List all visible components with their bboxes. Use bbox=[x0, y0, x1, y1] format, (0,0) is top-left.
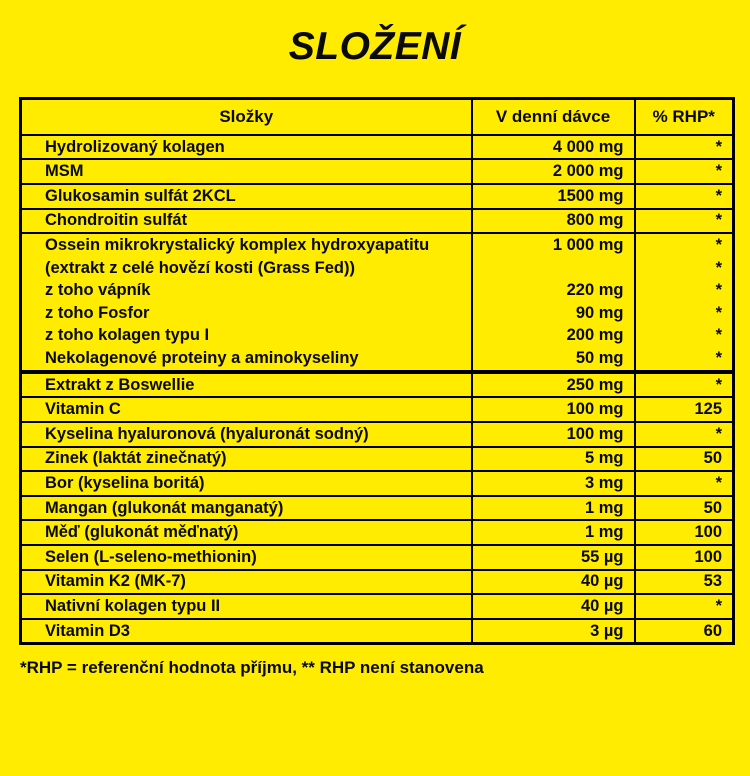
dose-cell: 1 000 mg bbox=[470, 232, 636, 257]
dose-cell: 220 mg bbox=[470, 279, 636, 303]
table-row: Mangan (glukonát manganatý) 1 mg 50 bbox=[19, 494, 735, 522]
rhp-cell: * bbox=[633, 279, 735, 303]
rhp-cell: * bbox=[633, 370, 735, 399]
table-row: Zinek (laktát zinečnatý) 5 mg 50 bbox=[19, 445, 735, 473]
ingredient-name-cell: z toho Fosfor bbox=[19, 302, 473, 325]
ingredients-table-body: Hydrolizovaný kolagen 4 000 mg * MSM 2 000 m… bbox=[19, 133, 735, 645]
table-group-line: z toho vápník 220 mg * bbox=[19, 279, 735, 303]
ingredient-name-cell: Nekolagenové proteiny a aminokyseliny bbox=[19, 347, 473, 374]
ingredient-name-cell: Selen (L-seleno-methionin) bbox=[19, 544, 473, 571]
dose-cell: 4 000 mg bbox=[470, 133, 636, 161]
ingredient-name-cell: Chondroitin sulfát bbox=[19, 207, 473, 235]
rhp-cell: 50 bbox=[633, 445, 735, 473]
rhp-cell: * bbox=[633, 133, 735, 161]
ingredient-name-cell: Extrakt z Boswellie bbox=[19, 370, 473, 399]
rhp-cell: * bbox=[633, 421, 735, 448]
ingredient-name-cell: Glukosamin sulfát 2KCL bbox=[19, 183, 473, 210]
table-group-line: Ossein mikrokrystalický komplex hydroxya… bbox=[19, 232, 735, 257]
rhp-cell: * bbox=[633, 324, 735, 348]
table-row: Glukosamin sulfát 2KCL 1500 mg * bbox=[19, 183, 735, 210]
rhp-cell: 53 bbox=[633, 568, 735, 596]
dose-cell: 40 µg bbox=[470, 593, 636, 620]
dose-cell: 50 mg bbox=[470, 347, 636, 374]
rhp-cell: * bbox=[633, 593, 735, 620]
ingredient-name-cell: z toho kolagen typu I bbox=[19, 324, 473, 348]
ingredient-name-cell: Mangan (glukonát manganatý) bbox=[19, 494, 473, 522]
rhp-cell: 100 bbox=[633, 519, 735, 546]
ingredient-name-cell: Kyselina hyaluronová (hyaluronát sodný) bbox=[19, 421, 473, 448]
rhp-cell: * bbox=[633, 183, 735, 210]
dose-cell: 90 mg bbox=[470, 302, 636, 325]
ingredient-name-cell: MSM bbox=[19, 158, 473, 186]
rhp-cell: 100 bbox=[633, 544, 735, 571]
table-row: Chondroitin sulfát 800 mg * bbox=[19, 207, 735, 235]
col-header-daily-dose: V denní dávce bbox=[470, 97, 636, 136]
table-group-line: (extrakt z celé hovězí kosti (Grass Fed)… bbox=[19, 256, 735, 280]
dose-cell: 3 mg bbox=[470, 470, 636, 497]
rhp-cell: * bbox=[633, 256, 735, 280]
table-row: Nativní kolagen typu II 40 µg * bbox=[19, 593, 735, 620]
ingredient-name-cell: Zinek (laktát zinečnatý) bbox=[19, 445, 473, 473]
table-row: Vitamin K2 (MK-7) 40 µg 53 bbox=[19, 568, 735, 596]
table-row: Kyselina hyaluronová (hyaluronát sodný) 1… bbox=[19, 421, 735, 448]
ingredient-name-cell: Ossein mikrokrystalický komplex hydroxya… bbox=[19, 232, 473, 257]
dose-cell: 2 000 mg bbox=[470, 158, 636, 186]
rhp-cell: * bbox=[633, 470, 735, 497]
dose-cell: 100 mg bbox=[470, 421, 636, 448]
dose-cell: 100 mg bbox=[470, 396, 636, 423]
dose-cell: 3 µg bbox=[470, 617, 636, 645]
table-row: Extrakt z Boswellie 250 mg * bbox=[19, 370, 735, 399]
dose-cell: 200 mg bbox=[470, 324, 636, 348]
rhp-cell: * bbox=[633, 302, 735, 325]
dose-cell: 1 mg bbox=[470, 494, 636, 522]
rhp-cell: * bbox=[633, 347, 735, 374]
table-row: Hydrolizovaný kolagen 4 000 mg * bbox=[19, 133, 735, 161]
ingredient-name-cell: Hydrolizovaný kolagen bbox=[19, 133, 473, 161]
col-header-ingredients: Složky bbox=[19, 97, 473, 136]
ingredient-name-cell: Vitamin D3 bbox=[19, 617, 473, 645]
table-group-line: z toho kolagen typu I 200 mg * bbox=[19, 324, 735, 348]
rhp-cell: 125 bbox=[633, 396, 735, 423]
footnote: *RHP = referenční hodnota příjmu, ** RHP… bbox=[20, 658, 484, 678]
dose-cell: 800 mg bbox=[470, 207, 636, 235]
ingredient-name-cell: Měď (glukonát měďnatý) bbox=[19, 519, 473, 546]
dose-cell: 5 mg bbox=[470, 445, 636, 473]
dose-cell: 1500 mg bbox=[470, 183, 636, 210]
table-group-line: Nekolagenové proteiny a aminokyseliny 50 … bbox=[19, 347, 735, 374]
table-row: Bor (kyselina boritá) 3 mg * bbox=[19, 470, 735, 497]
table-row: Vitamin C 100 mg 125 bbox=[19, 396, 735, 423]
dose-cell bbox=[470, 256, 636, 280]
dose-cell: 250 mg bbox=[470, 370, 636, 399]
rhp-cell: * bbox=[633, 207, 735, 235]
rhp-cell: * bbox=[633, 232, 735, 257]
table-group-line: z toho Fosfor 90 mg * bbox=[19, 302, 735, 325]
table-row: Měď (glukonát měďnatý) 1 mg 100 bbox=[19, 519, 735, 546]
dose-cell: 1 mg bbox=[470, 519, 636, 546]
ingredient-name-cell: Bor (kyselina boritá) bbox=[19, 470, 473, 497]
dose-cell: 55 µg bbox=[470, 544, 636, 571]
table-header: Složky V denní dávce % RHP* bbox=[19, 97, 735, 136]
ingredient-name-cell: Nativní kolagen typu II bbox=[19, 593, 473, 620]
header-row: Složky V denní dávce % RHP* bbox=[19, 97, 735, 136]
rhp-cell: 50 bbox=[633, 494, 735, 522]
page-title: SLOŽENÍ bbox=[288, 25, 462, 68]
ingredient-name-cell: Vitamin K2 (MK-7) bbox=[19, 568, 473, 596]
rhp-cell: 60 bbox=[633, 617, 735, 645]
ingredient-name-cell: Vitamin C bbox=[19, 396, 473, 423]
table-row: MSM 2 000 mg * bbox=[19, 158, 735, 186]
composition-table: Složky V denní dávce % RHP* Hydrolizovan… bbox=[19, 96, 735, 646]
dose-cell: 40 µg bbox=[470, 568, 636, 596]
ingredient-name-cell: z toho vápník bbox=[19, 279, 473, 303]
col-header-rhp: % RHP* bbox=[633, 97, 735, 136]
table-row: Vitamin D3 3 µg 60 bbox=[19, 617, 735, 645]
table-row: Selen (L-seleno-methionin) 55 µg 100 bbox=[19, 544, 735, 571]
ingredient-name-cell: (extrakt z celé hovězí kosti (Grass Fed)… bbox=[19, 256, 473, 280]
rhp-cell: * bbox=[633, 158, 735, 186]
